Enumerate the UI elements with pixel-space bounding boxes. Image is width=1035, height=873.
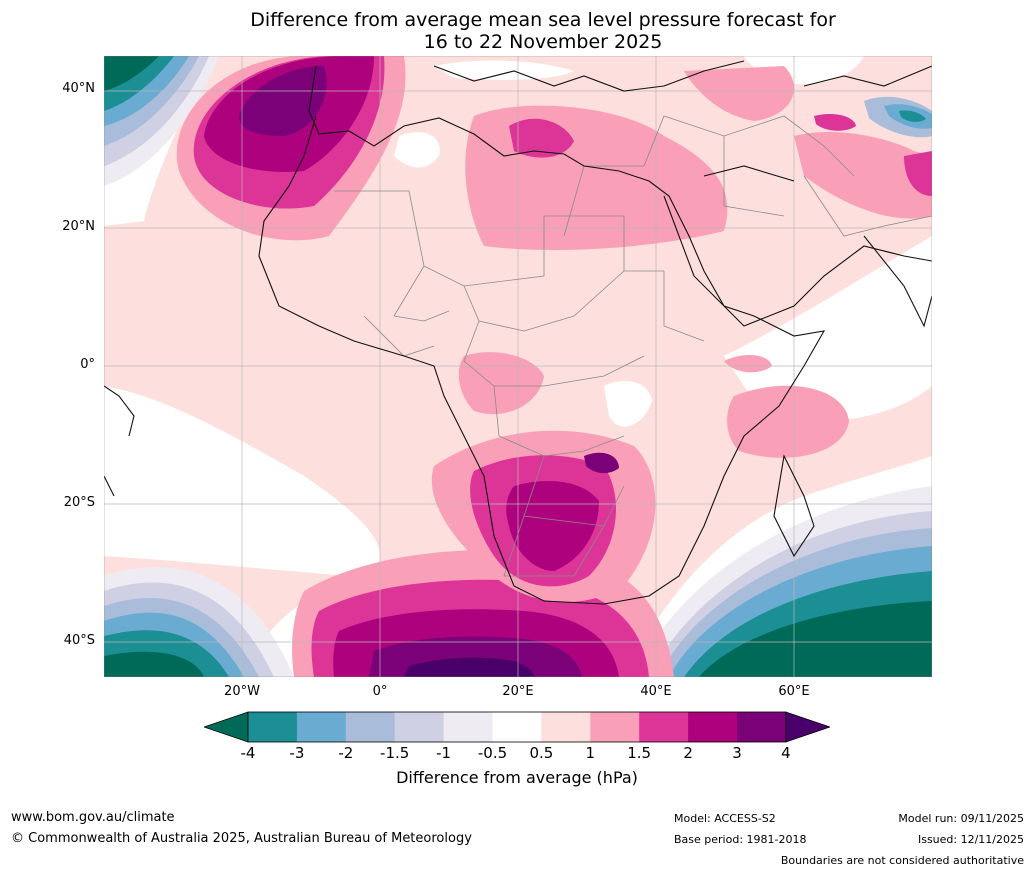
base-period: Base period: 1981-2018 — [674, 833, 807, 846]
colorbar-segment — [248, 712, 298, 742]
colorbar-tick-label: 1 — [585, 744, 596, 762]
lat-label-40n: 40°N — [62, 81, 95, 96]
colorbar-tick-label: 1.5 — [627, 744, 652, 762]
positive-anomalies — [176, 56, 932, 677]
colorbar-label: Difference from average (hPa) — [396, 768, 638, 787]
colorbar-segment — [590, 712, 640, 742]
lat-label-20s: 20°S — [63, 495, 95, 510]
graticule — [104, 56, 932, 677]
colorbar-frame — [247, 711, 787, 743]
colorbar-tick-label: 4 — [781, 744, 791, 762]
colorbar-tick-label: -0.5 — [477, 744, 508, 762]
colorbar-segment — [443, 712, 493, 742]
colorbar-tick-label: -3 — [289, 744, 305, 762]
colorbar — [204, 711, 830, 743]
boundaries-note: Boundaries are not considered authoritat… — [780, 854, 1024, 867]
colorbar-extend-high — [785, 711, 830, 743]
negative-anomalies — [104, 56, 932, 677]
title-line-2: 16 to 22 November 2025 — [423, 31, 663, 53]
colorbar-tick-label: -2 — [338, 744, 354, 762]
lon-label-60e: 60°E — [778, 684, 810, 699]
colorbar-segment — [688, 712, 738, 742]
lon-label-40e: 40°E — [640, 684, 672, 699]
title-line-1: Difference from average mean sea level p… — [250, 9, 836, 31]
lon-label-20w: 20°W — [224, 684, 260, 699]
colorbar-segment — [492, 712, 542, 742]
website-link[interactable]: www.bom.gov.au/climate — [11, 810, 175, 825]
lat-label-20n: 20°N — [62, 219, 95, 234]
lon-label-20e: 20°E — [502, 684, 534, 699]
lon-label-0: 0° — [372, 684, 388, 699]
colorbar-segment — [345, 712, 396, 742]
model-name: Model: ACCESS-S2 — [674, 812, 776, 825]
colorbar-extend-low — [204, 711, 249, 743]
colorbar-tick-label: 0.5 — [529, 744, 554, 762]
pressure-anomaly-map — [104, 56, 932, 677]
coastlines — [104, 60, 932, 605]
lat-label-40s: 40°S — [63, 633, 95, 648]
model-run-date: Model run: 09/11/2025 — [898, 812, 1024, 825]
colorbar-segment — [737, 712, 787, 742]
copyright-text: © Commonwealth of Australia 2025, Austra… — [11, 831, 472, 846]
colorbar-segment — [394, 712, 445, 742]
chart-title: Difference from average mean sea level p… — [0, 9, 1035, 53]
colorbar-tick-label: 3 — [732, 744, 742, 762]
colorbar-tick-label: -4 — [240, 744, 256, 762]
colorbar-tick-label: 2 — [683, 744, 693, 762]
colorbar-segment — [296, 712, 347, 742]
lat-label-0: 0° — [80, 357, 95, 372]
colorbar-tick-label: -1 — [436, 744, 452, 762]
colorbar-segment — [639, 712, 689, 742]
country-borders — [334, 115, 932, 577]
colorbar-segment — [541, 712, 591, 742]
colorbar-tick-label: -1.5 — [380, 744, 410, 762]
issued-date: Issued: 12/11/2025 — [917, 833, 1024, 846]
